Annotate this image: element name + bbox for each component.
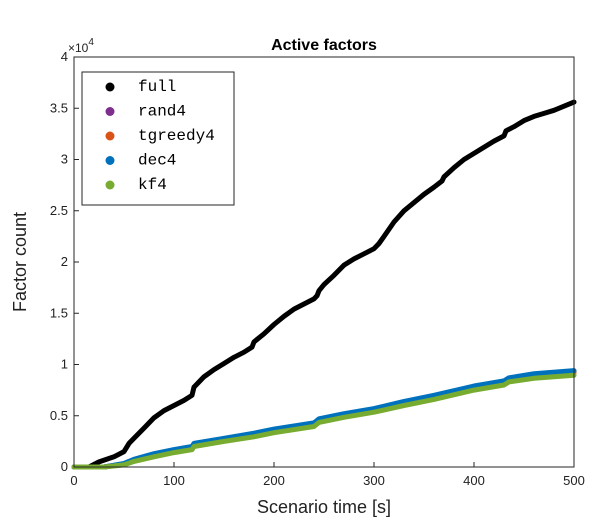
x-tick-label: 500 (563, 473, 585, 488)
y-tick-label: 3.5 (50, 100, 68, 115)
y-tick-label: 2.5 (50, 203, 68, 218)
y-exponent-label: ×104 (68, 37, 94, 55)
legend-marker-tgreedy4 (105, 131, 115, 141)
y-tick-label: 1.5 (50, 305, 68, 320)
ticks-layer: 0 100 200 300 400 500 0 0.5 1 1.5 2 2.5 3 3.5 4 (50, 49, 585, 488)
x-tick-label: 100 (163, 473, 185, 488)
y-exponent-base: ×10 (68, 41, 89, 55)
y-exponent-power: 4 (88, 37, 94, 48)
legend-marker-rand4 (105, 107, 115, 116)
x-tick-label: 400 (463, 473, 485, 488)
legend-marker-kf4 (105, 180, 115, 190)
chart-title: Active factors (271, 37, 377, 54)
legend-label-full: full (138, 78, 176, 96)
x-tick-label: 0 (70, 473, 77, 488)
y-axis-label: Factor count (10, 212, 30, 312)
y-tick-label: 4 (61, 49, 68, 64)
legend-label-kf4: kf4 (138, 176, 167, 194)
x-tick-label: 200 (263, 473, 285, 488)
series-layer (71, 99, 577, 470)
legend-marker-dec4 (105, 156, 115, 165)
y-tick-label: 3 (61, 152, 68, 167)
series-line-kf4 (71, 372, 577, 470)
x-axis-label: Scenario time [s] (257, 497, 391, 517)
y-tick-label: 0.5 (50, 408, 68, 423)
legend-label-tgreedy4: tgreedy4 (138, 127, 215, 145)
legend-items: full rand4 tgreedy4 dec4 kf4 (105, 78, 215, 194)
y-tick-label: 2 (61, 254, 68, 269)
legend-label-dec4: dec4 (138, 152, 176, 170)
legend: full rand4 tgreedy4 dec4 kf4 (81, 71, 235, 206)
series-line-full (71, 99, 577, 470)
y-tick-label: 0 (61, 459, 68, 474)
legend-label-rand4: rand4 (138, 103, 186, 121)
legend-marker-full (105, 82, 115, 92)
series-line-dec4 (71, 368, 577, 470)
y-tick-label: 1 (61, 357, 68, 372)
x-tick-label: 300 (363, 473, 385, 488)
